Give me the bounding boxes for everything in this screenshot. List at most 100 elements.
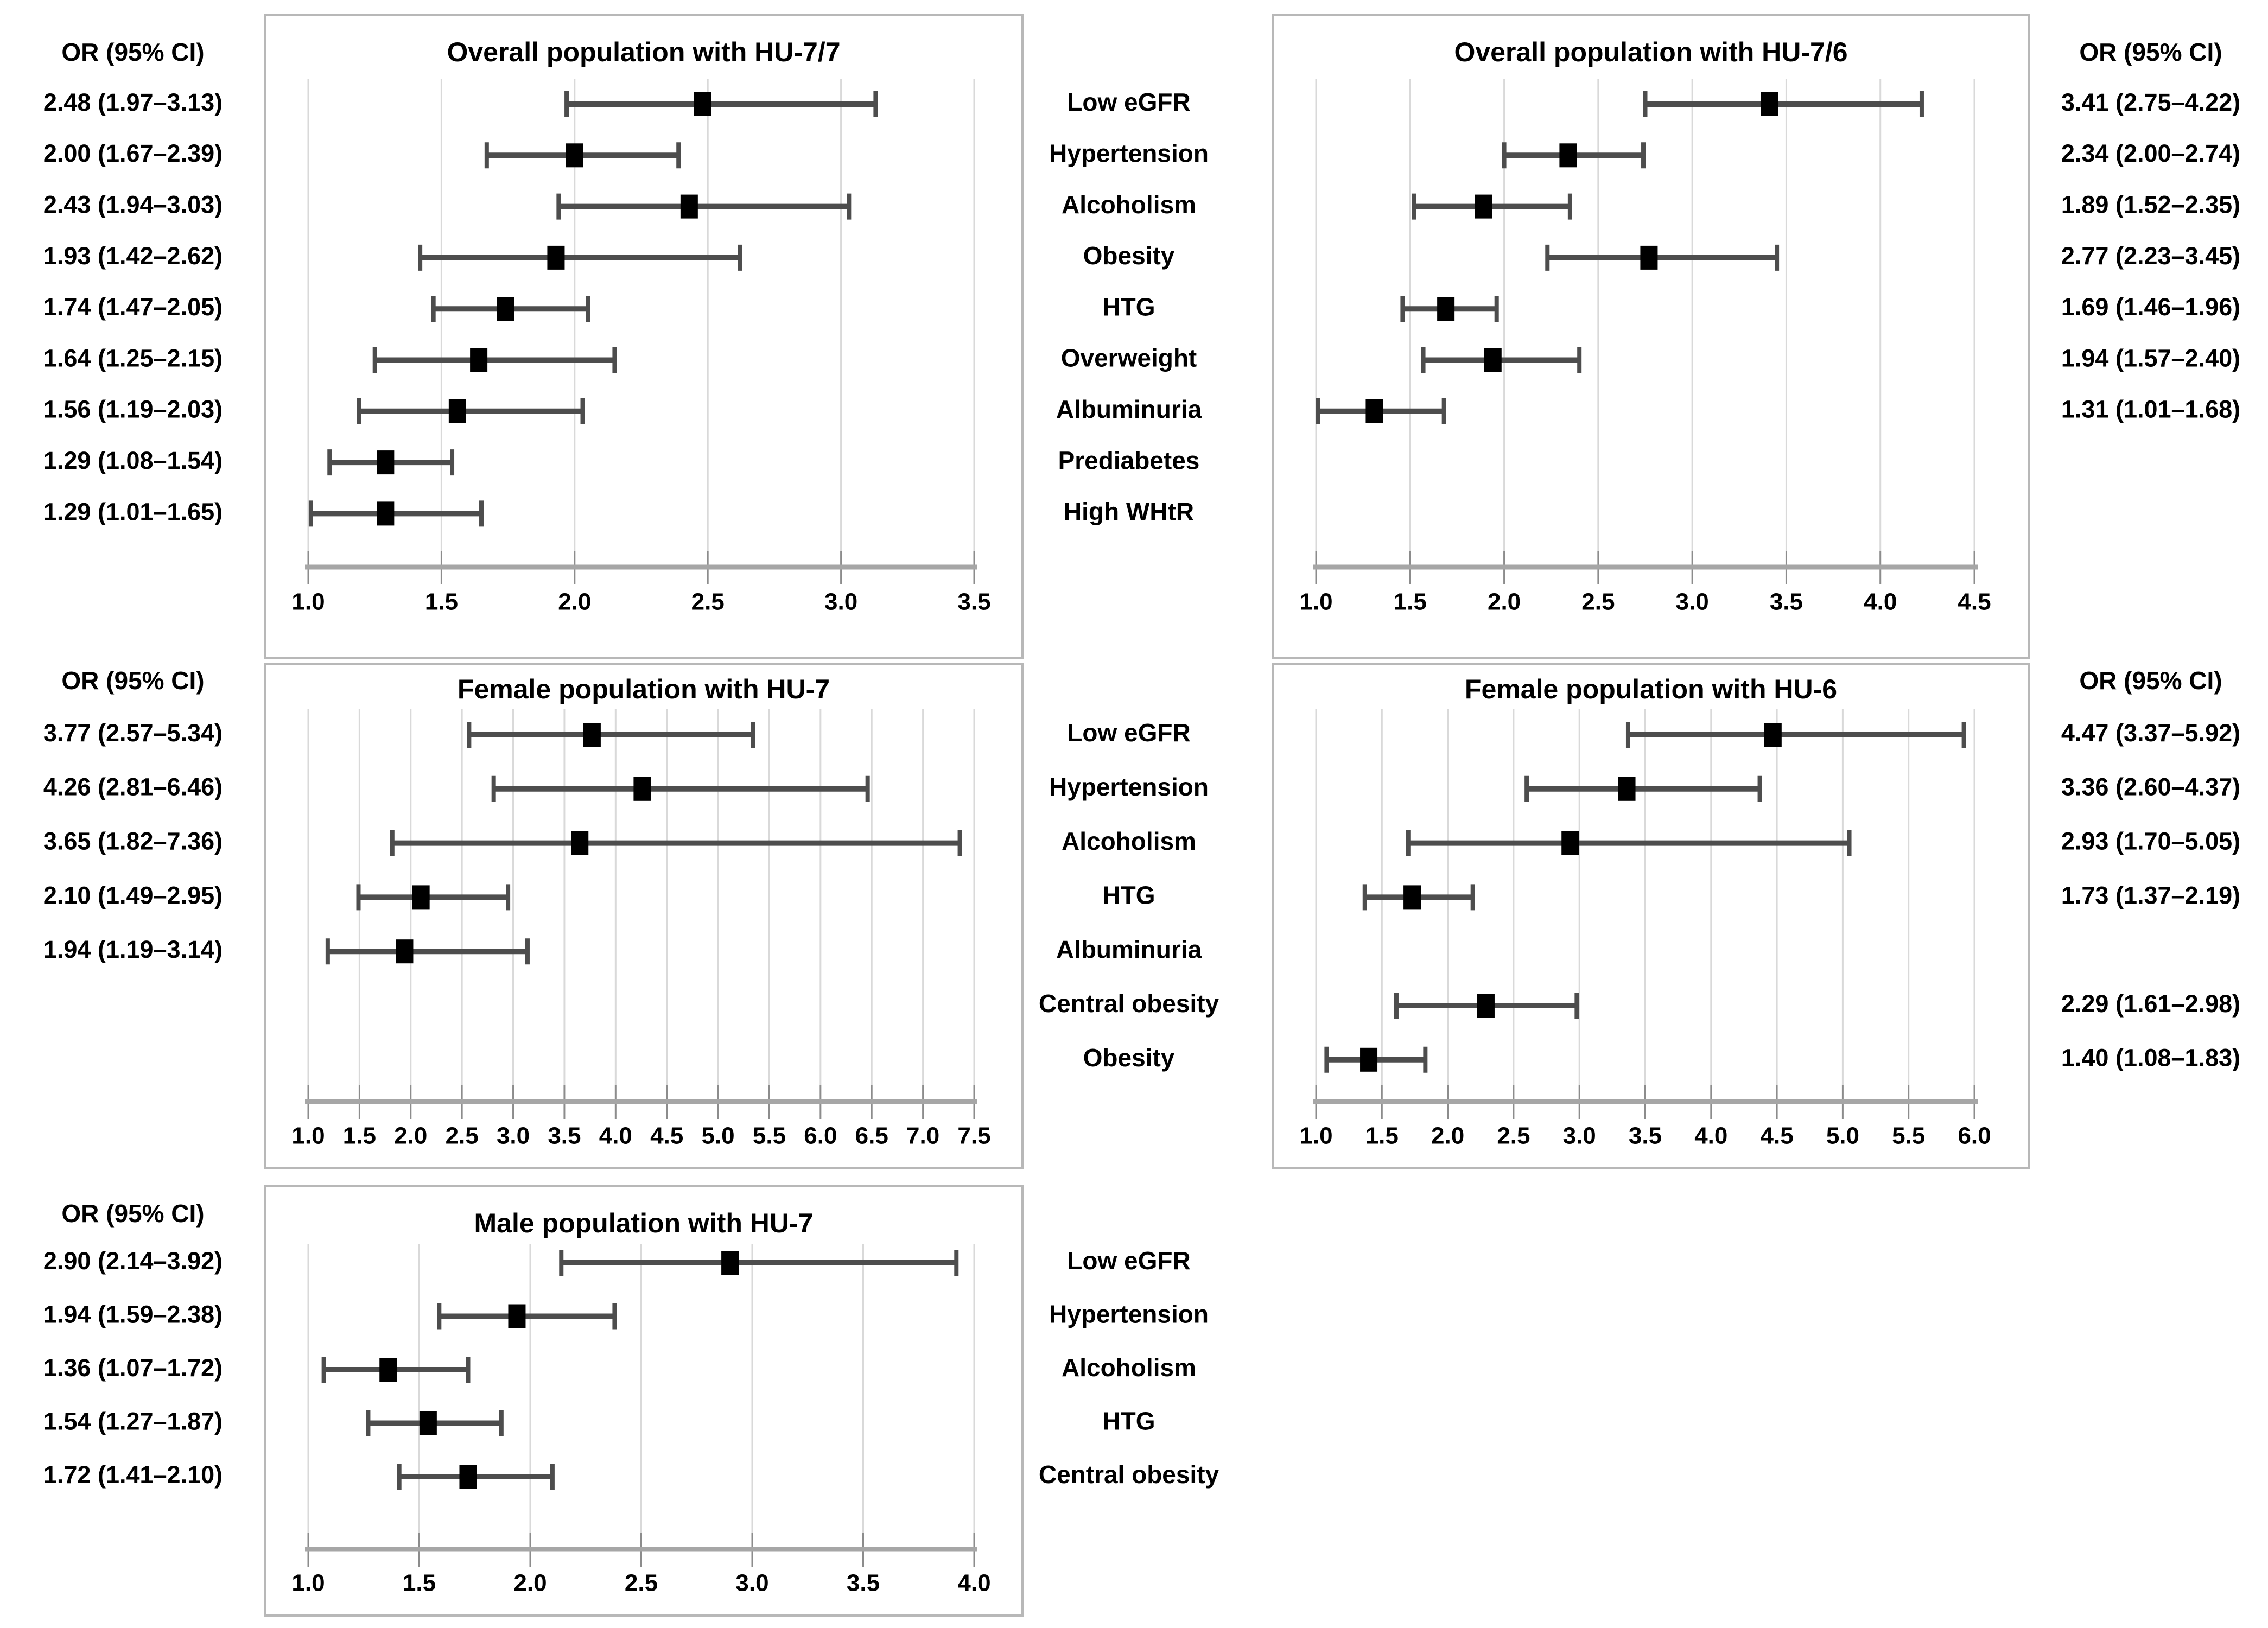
or-value: 1.93 (1.42–2.62) [43,242,223,270]
forest-row-htg [431,296,590,322]
forest-row-central-obesity [1394,993,1579,1019]
category-label: HTG [1102,292,1155,321]
or-marker [1764,723,1782,747]
tick-label: 6.5 [855,1123,888,1149]
tick-label: 3.5 [1770,589,1803,615]
or-marker [1437,297,1455,321]
tick-label: 3.0 [824,589,857,615]
or-value: 1.72 (1.41–2.10) [43,1461,223,1489]
band-middle: Low eGFR Hypertension Alcoholism HTG Albumin… [43,663,2240,1169]
category-label: High WHtR [1064,498,1194,526]
category-label: Low eGFR [1067,718,1190,747]
tick-label: 1.5 [425,589,458,615]
category-label: Alcoholism [1062,1353,1196,1382]
category-label: Albuminuria [1056,395,1202,423]
or-value: 2.00 (1.67–2.39) [43,139,223,167]
or-column-header: OR (95% CI) [61,1199,204,1228]
tick-label: 4.0 [957,1570,990,1597]
tick-label: 6.0 [1958,1123,1991,1149]
tick-label: 3.5 [1629,1123,1662,1149]
forest-row-prediabetes [327,449,455,476]
tick-label: 5.0 [1826,1123,1859,1149]
or-marker [1484,348,1502,372]
or-marker [497,297,514,321]
or-marker [1618,777,1636,801]
panel-border [264,1185,1024,1617]
tick-label: 3.0 [735,1570,768,1597]
or-marker [459,1465,477,1489]
tick-label: 1.0 [291,1123,325,1149]
tick-label: 2.5 [625,1570,658,1597]
or-marker [1640,245,1658,270]
or-value: 1.29 (1.01–1.65) [43,498,223,525]
forest-row-hypertension [484,142,681,169]
or-marker [377,450,395,475]
or-value: 1.54 (1.27–1.87) [43,1407,223,1435]
tick-label: 4.0 [599,1123,632,1149]
or-value: 1.40 (1.08–1.83) [2061,1044,2240,1072]
or-marker [571,831,589,855]
tick-label: 4.0 [1694,1123,1727,1149]
or-marker [1365,399,1383,423]
or-value: 2.90 (2.14–3.92) [43,1247,223,1275]
or-column-header: OR (95% CI) [2079,38,2222,66]
panel-title: Male population with HU-7 [474,1208,814,1238]
or-value: 3.41 (2.75–4.22) [2061,88,2240,116]
forest-row-alcoholism [390,830,962,856]
panel-border [264,14,1024,659]
or-value: 2.43 (1.94–3.03) [43,190,223,218]
tick-label: 4.5 [1761,1123,1794,1149]
forest-row-low-egfr [1625,722,1966,748]
or-value: 3.65 (1.82–7.36) [43,827,223,855]
or-value: 2.34 (2.00–2.74) [2061,139,2240,167]
tick-label: 2.5 [1581,589,1615,615]
or-value: 3.77 (2.57–5.34) [43,719,223,747]
or-value: 1.94 (1.19–3.14) [43,936,223,963]
tick-label: 1.5 [1365,1123,1399,1149]
tick-label: 3.0 [1563,1123,1596,1149]
tick-label: 2.0 [394,1123,427,1149]
forest-row-alcoholism [321,1357,471,1383]
category-label: Alcoholism [1062,827,1196,855]
category-label: HTG [1102,1407,1155,1435]
or-value: 1.36 (1.07–1.72) [43,1354,223,1382]
or-marker [1475,194,1492,219]
or-marker [396,939,414,964]
or-value: 1.74 (1.47–2.05) [43,293,223,321]
forest-row-overweight [1421,347,1582,373]
forest-row-obesity [1545,244,1780,271]
category-label-column-middle: Low eGFR Hypertension Alcoholism HTG Albumin… [1039,718,1219,1072]
forest-row-alcoholism [556,193,852,220]
panel-middle-left: Female population with HU-7 1.0 1.5 2.0 2.5 3… [264,663,1024,1169]
forest-row-albuminuria [325,938,530,965]
category-label: Low eGFR [1067,88,1190,116]
tick-label: 2.5 [446,1123,479,1149]
forest-row-htg [366,1410,504,1436]
or-column-bottom-left: OR (95% CI) 2.90 (2.14–3.92) 1.94 (1.59–2.… [43,1199,223,1489]
or-value: 1.89 (1.52–2.35) [2061,190,2240,218]
category-label: Albuminuria [1056,935,1202,963]
or-column-top-right: OR (95% CI) 3.41 (2.75–4.22) 2.34 (2.00–2.… [2061,38,2240,423]
category-label: Central obesity [1039,1460,1219,1489]
or-marker [680,194,698,219]
or-value: 1.69 (1.46–1.96) [2061,293,2240,321]
forest-row-obesity [1324,1046,1428,1073]
x-axis: 1.0 1.5 2.0 2.5 3.0 3.5 4.0 4.5 5.0 5.5 6.0 [1299,709,1991,1149]
or-column-header: OR (95% CI) [61,38,204,66]
or-column-middle-left: OR (95% CI) 3.77 (2.57–5.34) 4.26 (2.81–6.… [43,666,223,963]
panel-bottom-left: Male population with HU-7 1.0 1.5 2.0 2.5 3.0… [264,1185,1024,1617]
or-value: 1.94 (1.59–2.38) [43,1300,223,1328]
panel-title: Female population with HU-6 [1465,674,1837,704]
forest-row-hypertension [1502,142,1646,169]
or-value: 3.36 (2.60–4.37) [2061,773,2240,801]
or-value: 2.48 (1.97–3.13) [43,88,223,116]
tick-label: 3.5 [957,589,990,615]
tick-label: 1.5 [343,1123,376,1149]
category-label: Obesity [1083,241,1175,270]
category-label: Obesity [1083,1044,1175,1072]
or-marker [547,245,565,270]
tick-label: 6.0 [804,1123,837,1149]
forest-row-htg [356,884,511,911]
panel-title: Female population with HU-7 [458,674,830,704]
